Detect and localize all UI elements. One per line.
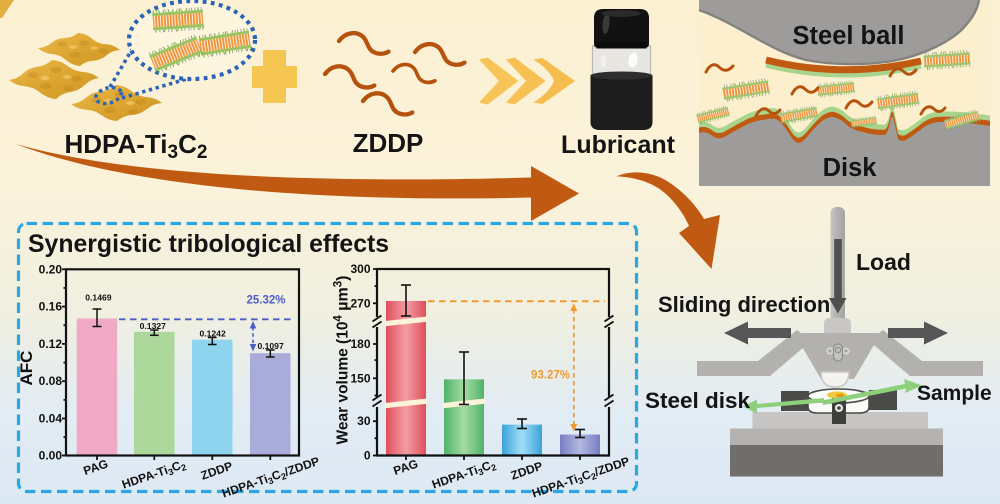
svg-text:0.1097: 0.1097 [257,341,284,351]
svg-text:180: 180 [350,337,370,351]
svg-text:Disk: Disk [823,154,878,182]
svg-text:0.1242: 0.1242 [199,329,226,339]
svg-text:Lubricant: Lubricant [561,131,676,159]
svg-text:Steel disk: Steel disk [645,388,751,413]
svg-text:270: 270 [350,296,370,310]
svg-text:Synergistic tribological effec: Synergistic tribological effects [28,231,389,258]
svg-text:0.1469: 0.1469 [85,293,112,303]
svg-text:0.1327: 0.1327 [140,321,167,331]
svg-text:Steel ball: Steel ball [793,22,905,50]
svg-text:0.16: 0.16 [39,300,63,314]
svg-text:150: 150 [350,371,370,385]
svg-text:0.20: 0.20 [39,262,63,276]
svg-text:93.27%: 93.27% [531,370,570,382]
svg-text:0: 0 [364,449,371,463]
svg-text:ZDDP: ZDDP [353,128,424,158]
svg-text:0.04: 0.04 [39,412,63,426]
svg-text:Sample: Sample [917,382,992,405]
svg-text:0.00: 0.00 [39,449,63,463]
svg-text:0.08: 0.08 [39,374,63,388]
svg-text:HDPA-Ti3C2: HDPA-Ti3C2 [65,129,208,163]
svg-text:0.12: 0.12 [39,337,63,351]
svg-text:300: 300 [350,262,370,276]
svg-text:Load: Load [856,249,911,275]
svg-text:Sliding direction: Sliding direction [658,292,830,317]
svg-text:Wear volume (104 µm3): Wear volume (104 µm3) [333,276,352,445]
svg-text:25.32%: 25.32% [246,295,285,307]
svg-text:AFC: AFC [17,351,36,386]
svg-text:30: 30 [357,414,371,428]
